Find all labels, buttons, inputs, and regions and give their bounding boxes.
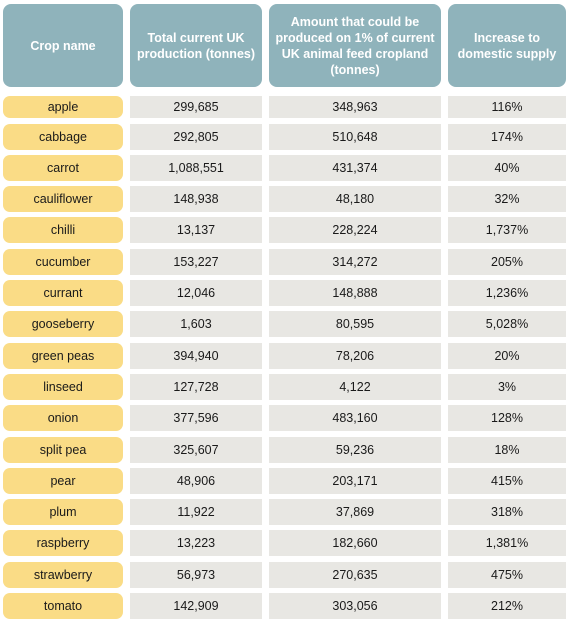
total-production-cell: 1,603 bbox=[130, 311, 262, 338]
crop-name-cell: apple bbox=[3, 96, 123, 119]
increase-cell: 116% bbox=[448, 96, 566, 119]
total-production-cell: 127,728 bbox=[130, 373, 262, 400]
increase-cell: 5,028% bbox=[448, 311, 566, 338]
crop-name-cell: chilli bbox=[3, 217, 123, 244]
potential-amount-cell: 80,595 bbox=[269, 311, 441, 338]
increase-cell: 18% bbox=[448, 436, 566, 463]
potential-amount-cell: 314,272 bbox=[269, 248, 441, 275]
potential-amount-cell: 37,869 bbox=[269, 499, 441, 526]
potential-amount-cell: 228,224 bbox=[269, 217, 441, 244]
header-total-production: Total current UK production (tonnes) bbox=[130, 4, 262, 87]
total-production-cell: 13,223 bbox=[130, 530, 262, 557]
potential-amount-cell: 303,056 bbox=[269, 593, 441, 620]
increase-cell: 128% bbox=[448, 405, 566, 432]
increase-cell: 1,381% bbox=[448, 530, 566, 557]
total-production-cell: 12,046 bbox=[130, 280, 262, 307]
increase-cell: 318% bbox=[448, 499, 566, 526]
crop-name-cell: linseed bbox=[3, 373, 123, 400]
crop-name-cell: tomato bbox=[3, 593, 123, 620]
potential-amount-cell: 59,236 bbox=[269, 436, 441, 463]
increase-cell: 174% bbox=[448, 123, 566, 150]
crop-name-cell: cucumber bbox=[3, 248, 123, 275]
increase-cell: 3% bbox=[448, 373, 566, 400]
potential-amount-cell: 348,963 bbox=[269, 96, 441, 119]
total-production-cell: 1,088,551 bbox=[130, 154, 262, 181]
increase-cell: 475% bbox=[448, 561, 566, 588]
potential-amount-cell: 182,660 bbox=[269, 530, 441, 557]
increase-cell: 32% bbox=[448, 186, 566, 213]
potential-amount-cell: 148,888 bbox=[269, 280, 441, 307]
crop-name-cell: green peas bbox=[3, 342, 123, 369]
crop-name-cell: strawberry bbox=[3, 561, 123, 588]
crop-table: Crop name Total current UK production (t… bbox=[3, 4, 566, 620]
header-crop-name: Crop name bbox=[3, 4, 123, 87]
total-production-cell: 153,227 bbox=[130, 248, 262, 275]
increase-cell: 20% bbox=[448, 342, 566, 369]
increase-cell: 415% bbox=[448, 467, 566, 494]
crop-name-cell: pear bbox=[3, 467, 123, 494]
crop-name-cell: gooseberry bbox=[3, 311, 123, 338]
crop-name-cell: onion bbox=[3, 405, 123, 432]
crop-name-cell: raspberry bbox=[3, 530, 123, 557]
total-production-cell: 56,973 bbox=[130, 561, 262, 588]
total-production-cell: 292,805 bbox=[130, 123, 262, 150]
potential-amount-cell: 270,635 bbox=[269, 561, 441, 588]
crop-name-cell: currant bbox=[3, 280, 123, 307]
crop-name-cell: cabbage bbox=[3, 123, 123, 150]
potential-amount-cell: 78,206 bbox=[269, 342, 441, 369]
total-production-cell: 48,906 bbox=[130, 467, 262, 494]
total-production-cell: 377,596 bbox=[130, 405, 262, 432]
increase-cell: 1,737% bbox=[448, 217, 566, 244]
total-production-cell: 13,137 bbox=[130, 217, 262, 244]
total-production-cell: 394,940 bbox=[130, 342, 262, 369]
total-production-cell: 325,607 bbox=[130, 436, 262, 463]
increase-cell: 205% bbox=[448, 248, 566, 275]
potential-amount-cell: 48,180 bbox=[269, 186, 441, 213]
potential-amount-cell: 431,374 bbox=[269, 154, 441, 181]
header-potential-amount: Amount that could be produced on 1% of c… bbox=[269, 4, 441, 87]
header-increase: Increase to domestic supply bbox=[448, 4, 566, 87]
potential-amount-cell: 510,648 bbox=[269, 123, 441, 150]
total-production-cell: 11,922 bbox=[130, 499, 262, 526]
potential-amount-cell: 203,171 bbox=[269, 467, 441, 494]
total-production-cell: 148,938 bbox=[130, 186, 262, 213]
crop-name-cell: cauliflower bbox=[3, 186, 123, 213]
crop-name-cell: carrot bbox=[3, 154, 123, 181]
crop-name-cell: plum bbox=[3, 499, 123, 526]
increase-cell: 212% bbox=[448, 593, 566, 620]
total-production-cell: 142,909 bbox=[130, 593, 262, 620]
total-production-cell: 299,685 bbox=[130, 96, 262, 119]
potential-amount-cell: 483,160 bbox=[269, 405, 441, 432]
potential-amount-cell: 4,122 bbox=[269, 373, 441, 400]
increase-cell: 40% bbox=[448, 154, 566, 181]
increase-cell: 1,236% bbox=[448, 280, 566, 307]
crop-name-cell: split pea bbox=[3, 436, 123, 463]
